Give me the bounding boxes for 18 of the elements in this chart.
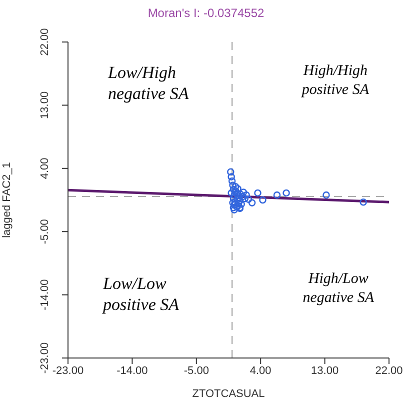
y-tick-label: 13.00: [39, 91, 51, 119]
x-tick-label: -23.00: [52, 364, 84, 377]
y-axis-title: lagged FAC2_1: [0, 162, 13, 238]
x-tick-label: 4.00: [250, 364, 272, 377]
annotation: High/Low negative SA: [302, 270, 374, 308]
x-tick-label: 13.00: [311, 364, 339, 377]
x-axis-title: ZTOTCASUAL: [192, 388, 265, 400]
annotation: Low/High negative SA: [108, 62, 189, 104]
y-tick-label: -5.00: [39, 219, 51, 244]
x-tick-label: 22.00: [375, 364, 403, 377]
y-tick-label: 22.00: [39, 28, 51, 56]
annotation: High/High positive SA: [302, 62, 369, 100]
annotation: Low/Low positive SA: [103, 273, 180, 316]
y-tick-label: -14.00: [39, 279, 51, 310]
chart-title: Moran's I: -0.0374552: [146, 6, 266, 20]
y-tick-label: 4.00: [39, 158, 51, 180]
x-tick-label: -14.00: [116, 364, 148, 377]
x-tick-label: -5.00: [184, 364, 209, 377]
